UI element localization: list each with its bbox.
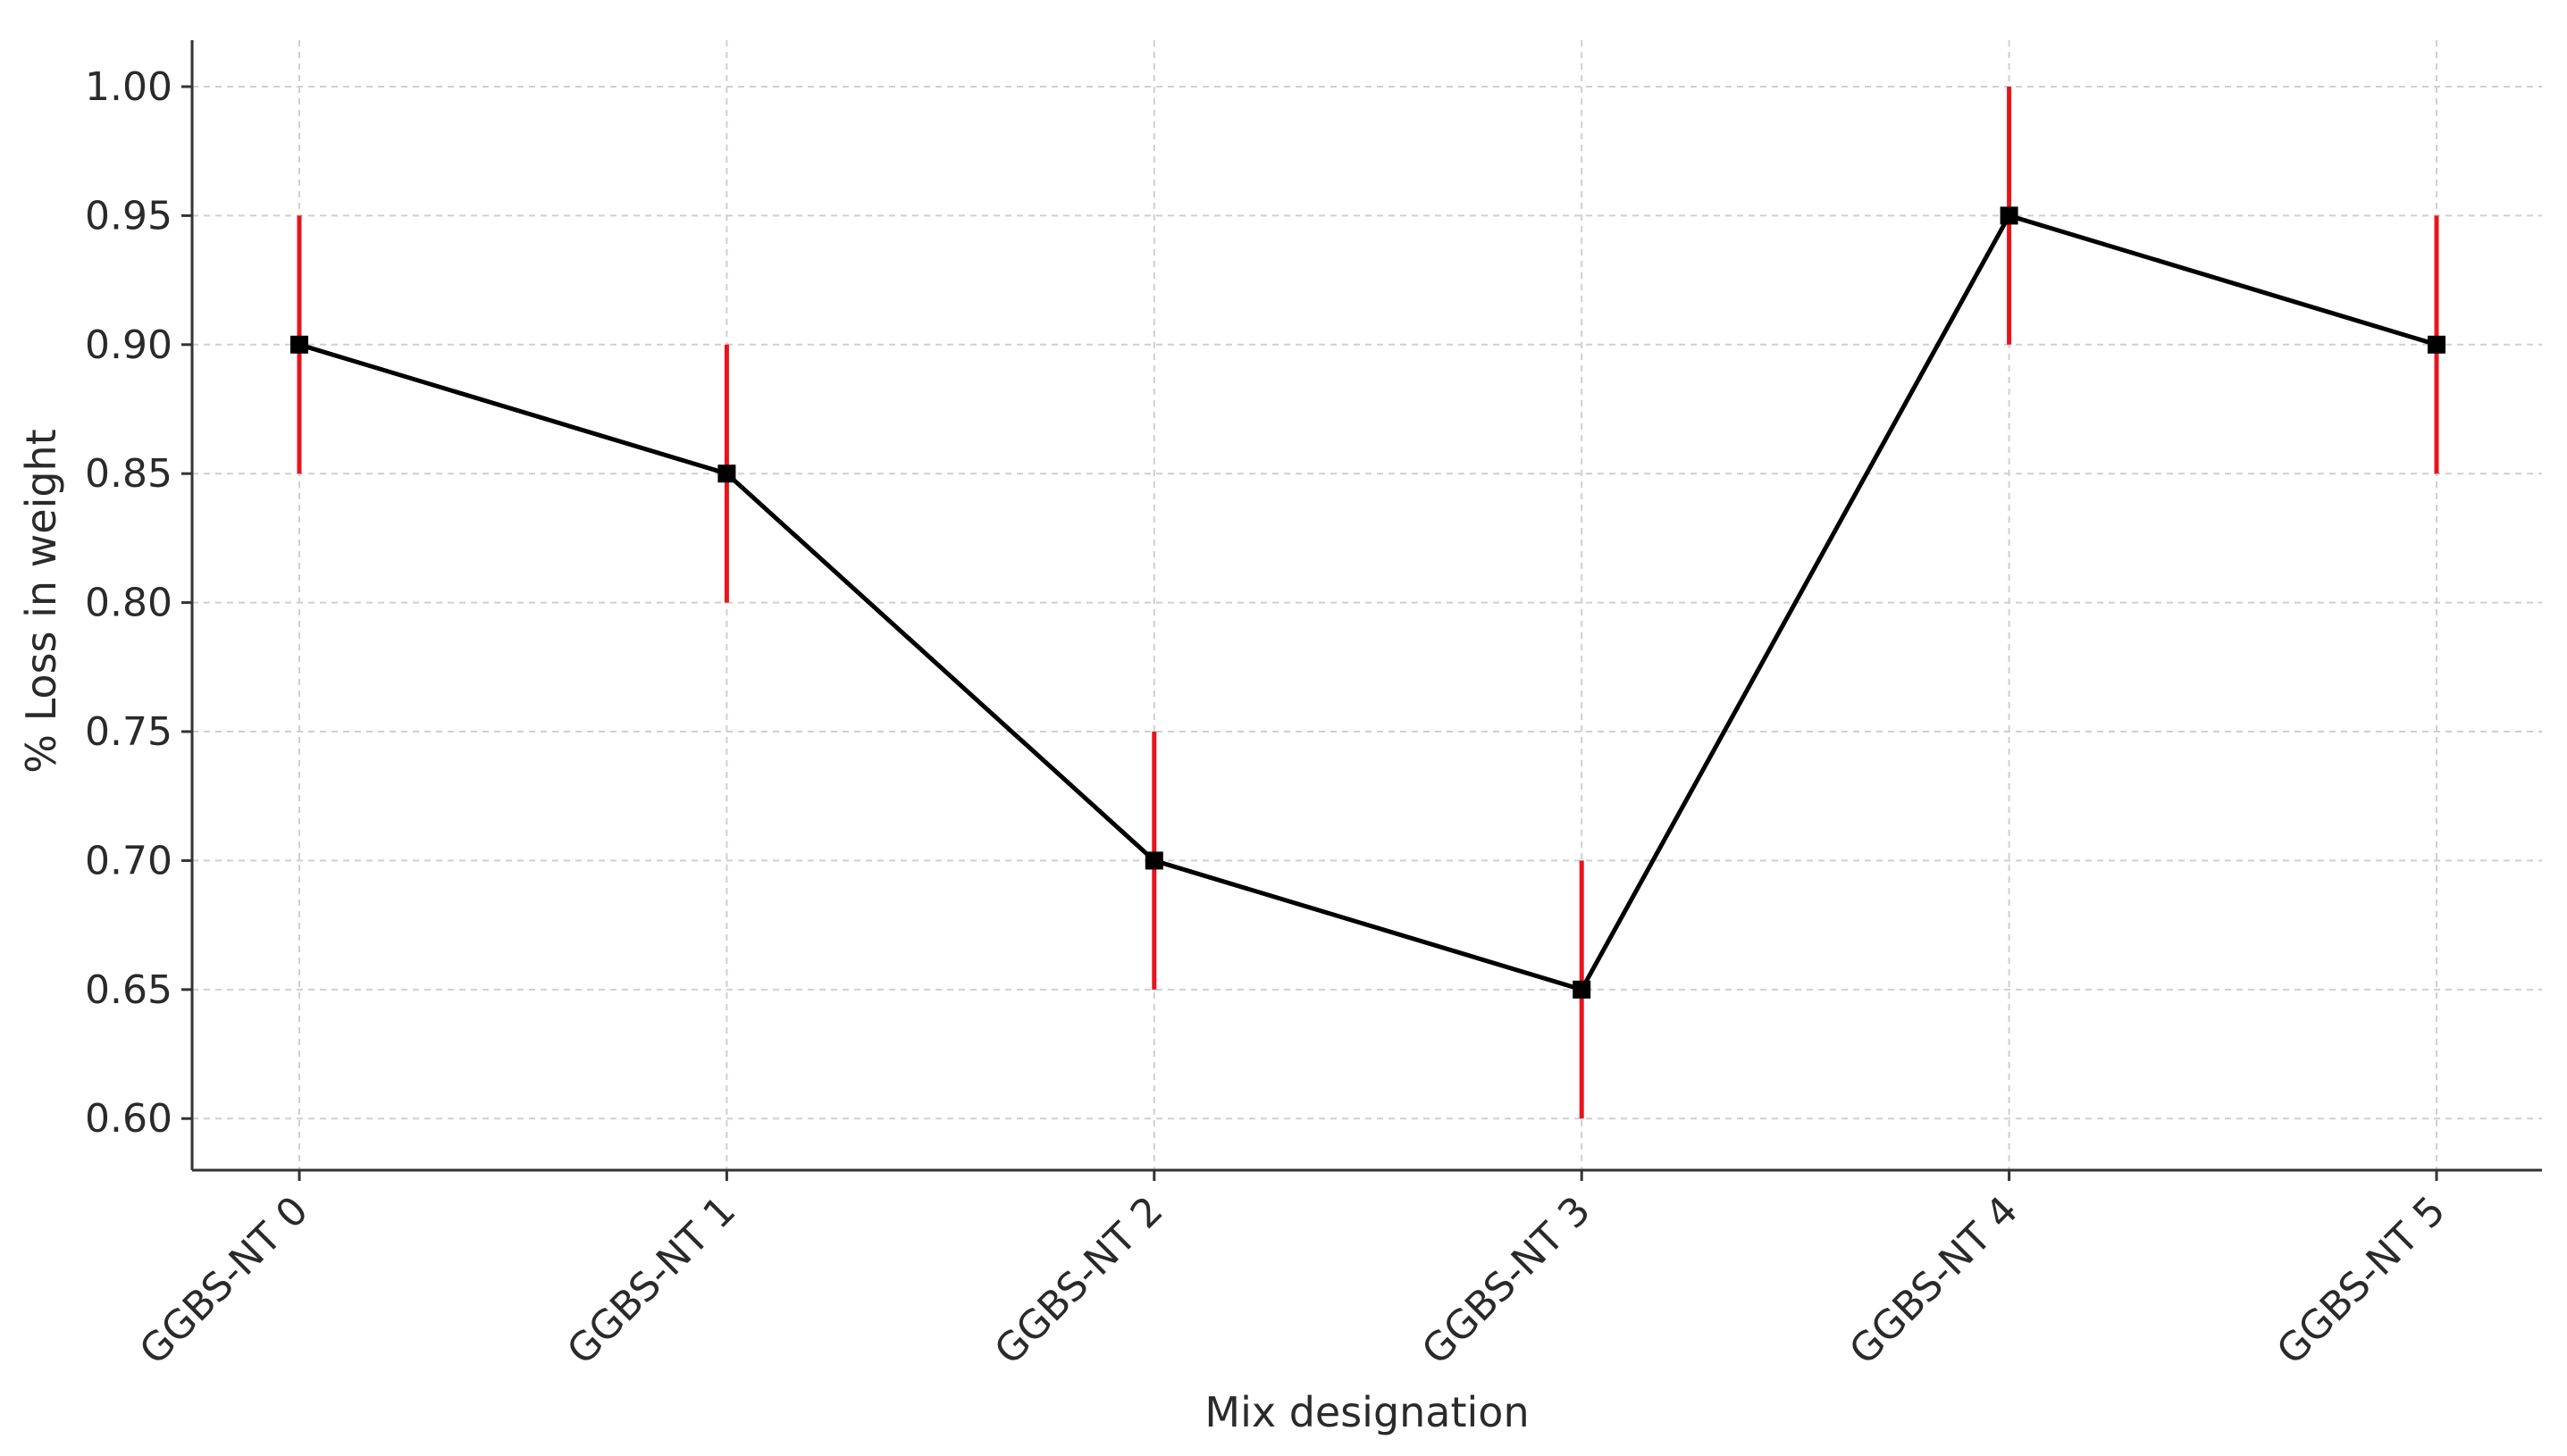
grid <box>192 40 2542 1170</box>
series-line-path <box>298 213 2437 992</box>
y-tick-label: 1.00 <box>85 64 172 110</box>
series-line <box>298 213 2437 992</box>
data-point-marker <box>1573 980 1591 999</box>
x-tick-label: GGBS-NT 4 <box>1841 1188 2026 1374</box>
y-tick-label: 0.75 <box>85 709 172 755</box>
axes <box>190 40 2542 1172</box>
data-point-marker <box>2000 206 2018 225</box>
data-point-marker <box>290 335 308 354</box>
data-markers <box>290 206 2445 999</box>
y-tick-label: 0.90 <box>85 322 172 368</box>
y-tick-label: 0.70 <box>85 838 172 883</box>
y-tick-label: 0.65 <box>85 967 172 1013</box>
y-tick-label: 0.85 <box>85 451 172 497</box>
x-tick-label: GGBS-NT 2 <box>986 1188 1172 1374</box>
y-axis-ticks: 0.60 0.65 0.70 0.75 0.80 0.85 0.90 0.95 1.00 <box>85 64 192 1142</box>
y-tick-label: 0.80 <box>85 581 172 626</box>
x-tick-label: GGBS-NT 3 <box>1414 1188 1599 1374</box>
y-tick-label: 0.95 <box>85 193 172 238</box>
data-point-marker <box>2428 335 2445 354</box>
x-axis-ticks: GGBS-NT 0 GGBS-NT 1 GGBS-NT 2 GGBS-NT 3 GGBS… <box>131 1170 2454 1374</box>
data-point-marker <box>1145 851 1163 870</box>
x-axis-title: Mix designation <box>1204 1388 1529 1436</box>
x-tick-label: GGBS-NT 1 <box>558 1188 744 1374</box>
x-tick-label: GGBS-NT 0 <box>131 1188 317 1374</box>
y-tick-label: 0.60 <box>85 1096 172 1142</box>
data-point-marker <box>717 464 736 483</box>
y-axis-title: % Loss in weight <box>17 429 65 774</box>
x-tick-label: GGBS-NT 5 <box>2269 1188 2454 1374</box>
